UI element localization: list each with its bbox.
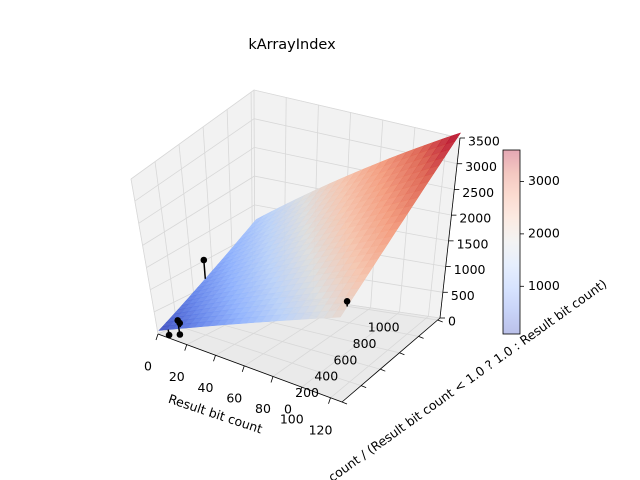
z-tick-label: 1500 <box>457 236 489 251</box>
y-tick <box>437 319 443 323</box>
scatter-points <box>165 256 351 339</box>
y-tick <box>341 401 348 405</box>
x-tick-label: 40 <box>198 380 214 395</box>
x-tick <box>270 376 274 383</box>
surface <box>158 132 462 331</box>
x-tick <box>299 386 303 394</box>
x-tick-label: 60 <box>226 390 242 405</box>
x-tick <box>155 333 159 341</box>
colorbar-tick-label: 1000 <box>528 278 560 293</box>
y-tick-label: 600 <box>333 352 357 367</box>
data-point <box>200 256 208 264</box>
z-tick-label: 2500 <box>462 185 494 200</box>
y-tick-label: 800 <box>353 336 377 351</box>
y-tick <box>418 336 424 339</box>
x-tick <box>184 344 188 351</box>
z-gridline <box>134 118 458 202</box>
y-tick-label: 0 <box>284 402 292 417</box>
z-gridline <box>130 89 461 180</box>
x-axis-line <box>157 333 343 403</box>
x-tick-label: 100 <box>280 412 304 427</box>
x-tick-label: 0 <box>144 359 152 374</box>
x-tick <box>328 397 331 404</box>
z-axis-line <box>439 137 461 319</box>
z-tick-label: 1000 <box>454 262 486 277</box>
data-point <box>343 298 351 305</box>
colorbar-tick-label: 2000 <box>528 225 560 240</box>
x-tick <box>213 355 216 362</box>
x-tick-label: 20 <box>169 369 185 384</box>
z-tick-label: 3000 <box>465 159 497 174</box>
z-tick-label: 2000 <box>459 211 491 226</box>
z-tick-label: 500 <box>451 288 475 303</box>
surface-patch <box>331 309 346 318</box>
data-point <box>165 331 173 339</box>
y-tick <box>360 385 367 388</box>
y-tick-label: 1000 <box>368 320 400 335</box>
x-tick-label: 120 <box>309 422 333 437</box>
x-tick-label: 80 <box>255 401 271 416</box>
data-point <box>176 319 183 327</box>
colorbar-bar <box>502 149 521 335</box>
y-tick-label: 400 <box>314 369 338 384</box>
colorbar-tick-label: 3000 <box>528 173 560 188</box>
y-tick <box>399 352 405 356</box>
z-tick-label: 3500 <box>468 134 500 149</box>
x-tick <box>241 365 245 373</box>
data-point <box>176 331 184 338</box>
y-tick <box>380 368 386 372</box>
z-tick-label: 0 <box>448 314 456 329</box>
x-axis-label: Result bit count <box>167 391 265 436</box>
colorbar: 1000 2000 3000 <box>502 149 560 335</box>
y-axis-line <box>341 317 441 403</box>
chart-title: kArrayIndex <box>248 37 336 53</box>
y-tick-label: 200 <box>295 385 319 400</box>
